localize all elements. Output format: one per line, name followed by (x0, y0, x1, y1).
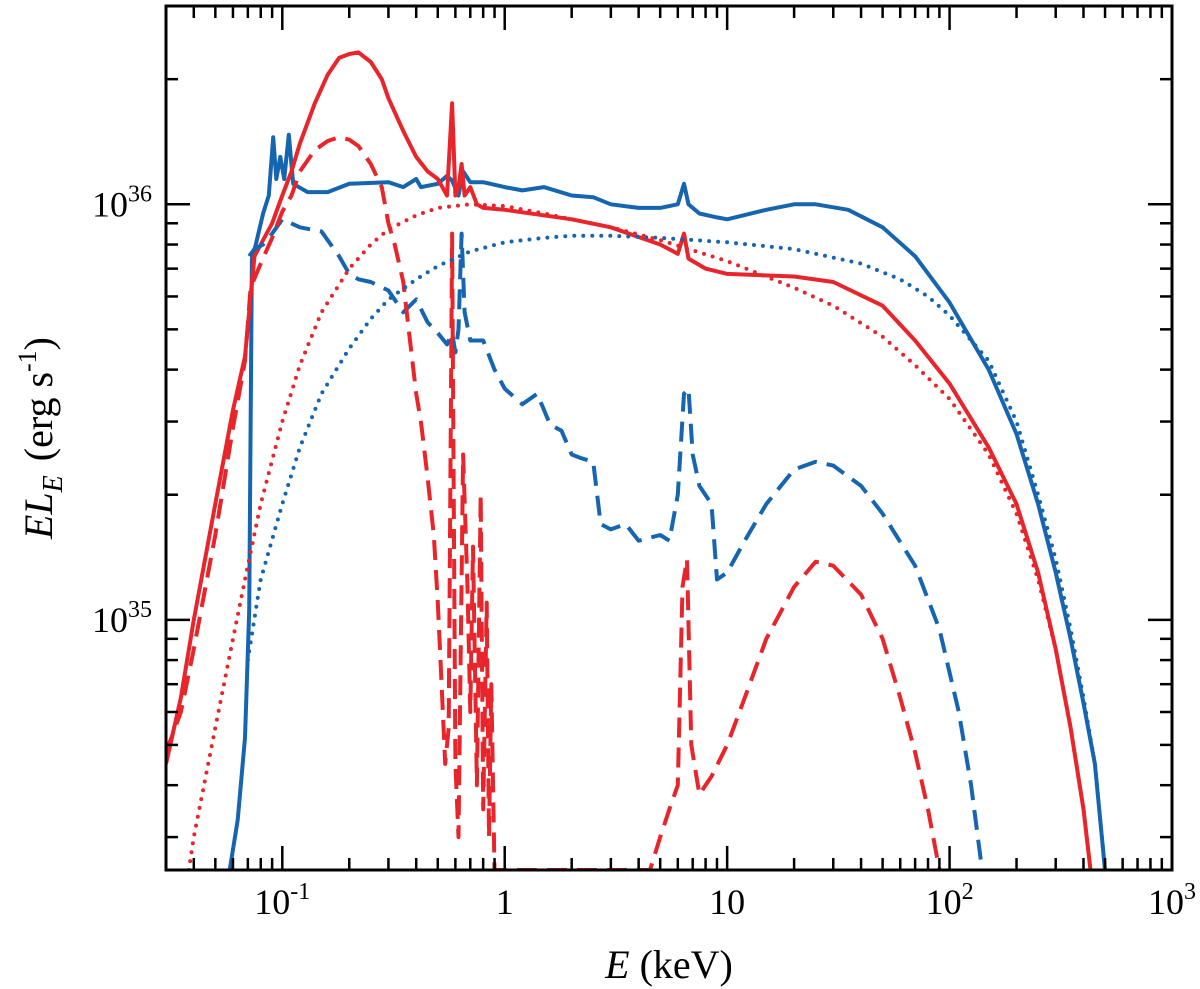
series-blue-dotted (245, 233, 1107, 870)
plot-frame (164, 4, 1174, 872)
x-tick-label: 10 (709, 882, 745, 922)
series-red-dashed (166, 135, 942, 870)
series-blue-total (227, 132, 1107, 870)
x-tick-label: 1 (496, 882, 514, 922)
series-blue-dashed (247, 217, 985, 870)
x-tick-label: 103 (1148, 879, 1196, 922)
series-red-dotted (186, 202, 1093, 870)
y-tick-label: 1036 (92, 181, 152, 224)
y-tick-label: 1035 (92, 597, 152, 640)
series-red-total (166, 50, 1093, 870)
x-axis-title: E (keV) (604, 942, 733, 987)
x-tick-label: 102 (926, 879, 974, 922)
y-axis-title: ELE(erg s-1) (13, 337, 69, 540)
x-tick-label: 10-1 (254, 879, 310, 922)
